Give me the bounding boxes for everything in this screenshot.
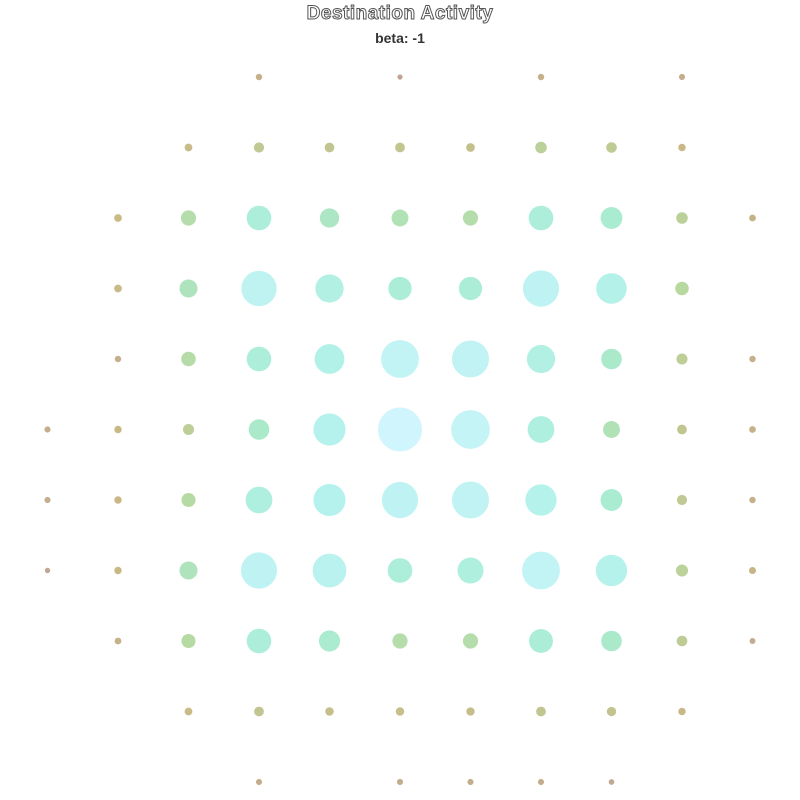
bubble-6-4 [452,340,489,377]
bubble-7-5 [528,416,555,443]
bubble-9-3 [675,282,689,296]
bubble-3-5 [249,419,270,440]
bubble-1-8 [115,638,122,645]
bubble-8-8 [601,631,622,652]
bubble-4-7 [313,554,347,588]
bubble-6-3 [459,277,482,300]
bubble-8-4 [601,349,622,370]
bubble-3-7 [241,552,277,588]
bubble-4-6 [313,484,345,516]
bubble-10-7 [749,567,756,574]
bubble-10-8 [750,638,756,644]
bubble-3-3 [241,271,276,306]
bubble-9-7 [676,564,688,576]
bubble-8-2 [601,207,623,229]
bubble-7-10 [538,779,544,785]
bubble-2-4 [181,352,196,367]
bubble-9-0 [679,74,685,80]
bubble-5-8 [392,633,407,648]
bubble-6-7 [457,557,483,583]
bubble-5-2 [392,210,409,227]
bubble-0-5 [44,426,50,432]
bubble-8-1 [606,142,617,153]
bubble-5-6 [382,482,418,518]
bubble-2-7 [179,561,197,579]
bubble-5-1 [395,143,405,153]
bubble-3-8 [247,629,272,654]
bubble-7-8 [529,629,553,653]
bubble-1-3 [114,285,122,293]
bubble-8-6 [601,489,623,511]
bubble-6-1 [466,143,475,152]
bubble-8-7 [596,555,627,586]
bubble-3-10 [256,779,262,785]
bubble-1-4 [115,356,121,362]
bubble-9-4 [676,353,687,364]
bubble-7-1 [535,142,547,154]
bubble-7-9 [536,707,546,717]
bubble-2-3 [179,279,197,297]
bubble-2-1 [185,144,193,152]
bubble-5-7 [388,558,413,583]
bubble-9-2 [676,212,688,224]
bubble-7-7 [522,552,560,590]
bubble-3-9 [254,707,264,717]
bubble-6-2 [463,210,478,225]
bubble-4-4 [315,344,345,374]
bubble-8-3 [596,273,627,304]
bubble-6-5 [451,410,490,449]
bubble-6-10 [467,779,473,785]
bubble-9-9 [678,708,685,715]
bubble-6-8 [463,633,478,648]
bubble-9-5 [677,425,687,435]
bubble-4-3 [315,274,343,302]
bubble-1-7 [114,567,121,574]
bubble-9-6 [677,495,687,505]
bubble-2-2 [181,210,196,225]
bubble-3-0 [256,74,262,80]
bubble-5-3 [388,277,411,300]
bubble-1-6 [114,496,121,503]
bubble-0-7 [45,568,50,573]
bubble-2-6 [181,493,195,507]
bubble-8-10 [609,779,615,785]
bubble-7-4 [527,345,555,373]
bubble-5-9 [396,707,405,716]
bubble-4-1 [325,143,335,153]
bubble-4-2 [320,208,339,227]
bubble-5-5 [378,408,422,452]
bubble-2-8 [181,634,195,648]
bubble-4-9 [325,707,334,716]
bubble-5-4 [381,340,419,378]
bubble-6-6 [452,481,489,518]
bubble-0-6 [44,497,50,503]
bubble-7-2 [529,206,554,231]
bubble-10-2 [749,215,756,222]
bubble-10-6 [749,497,755,503]
bubble-9-8 [677,636,688,647]
bubble-2-9 [185,708,193,716]
bubble-10-4 [749,356,755,362]
bubble-10-5 [749,426,756,433]
bubble-8-9 [607,707,616,716]
bubble-3-1 [254,142,264,152]
bubble-7-3 [523,270,559,306]
bubble-7-6 [525,484,556,515]
bubble-4-5 [313,413,345,445]
bubble-3-4 [247,347,272,372]
bubble-3-6 [246,487,273,514]
bubble-1-2 [114,214,122,222]
bubble-2-5 [183,424,194,435]
bubble-6-9 [466,707,474,715]
bubble-3-2 [247,206,272,231]
bubble-7-0 [538,74,544,80]
bubble-5-0 [397,74,402,79]
bubble-1-5 [114,426,121,433]
bubble-9-1 [678,144,685,151]
bubble-4-8 [319,630,340,651]
bubble-5-10 [397,779,403,785]
bubble-8-5 [603,421,620,438]
